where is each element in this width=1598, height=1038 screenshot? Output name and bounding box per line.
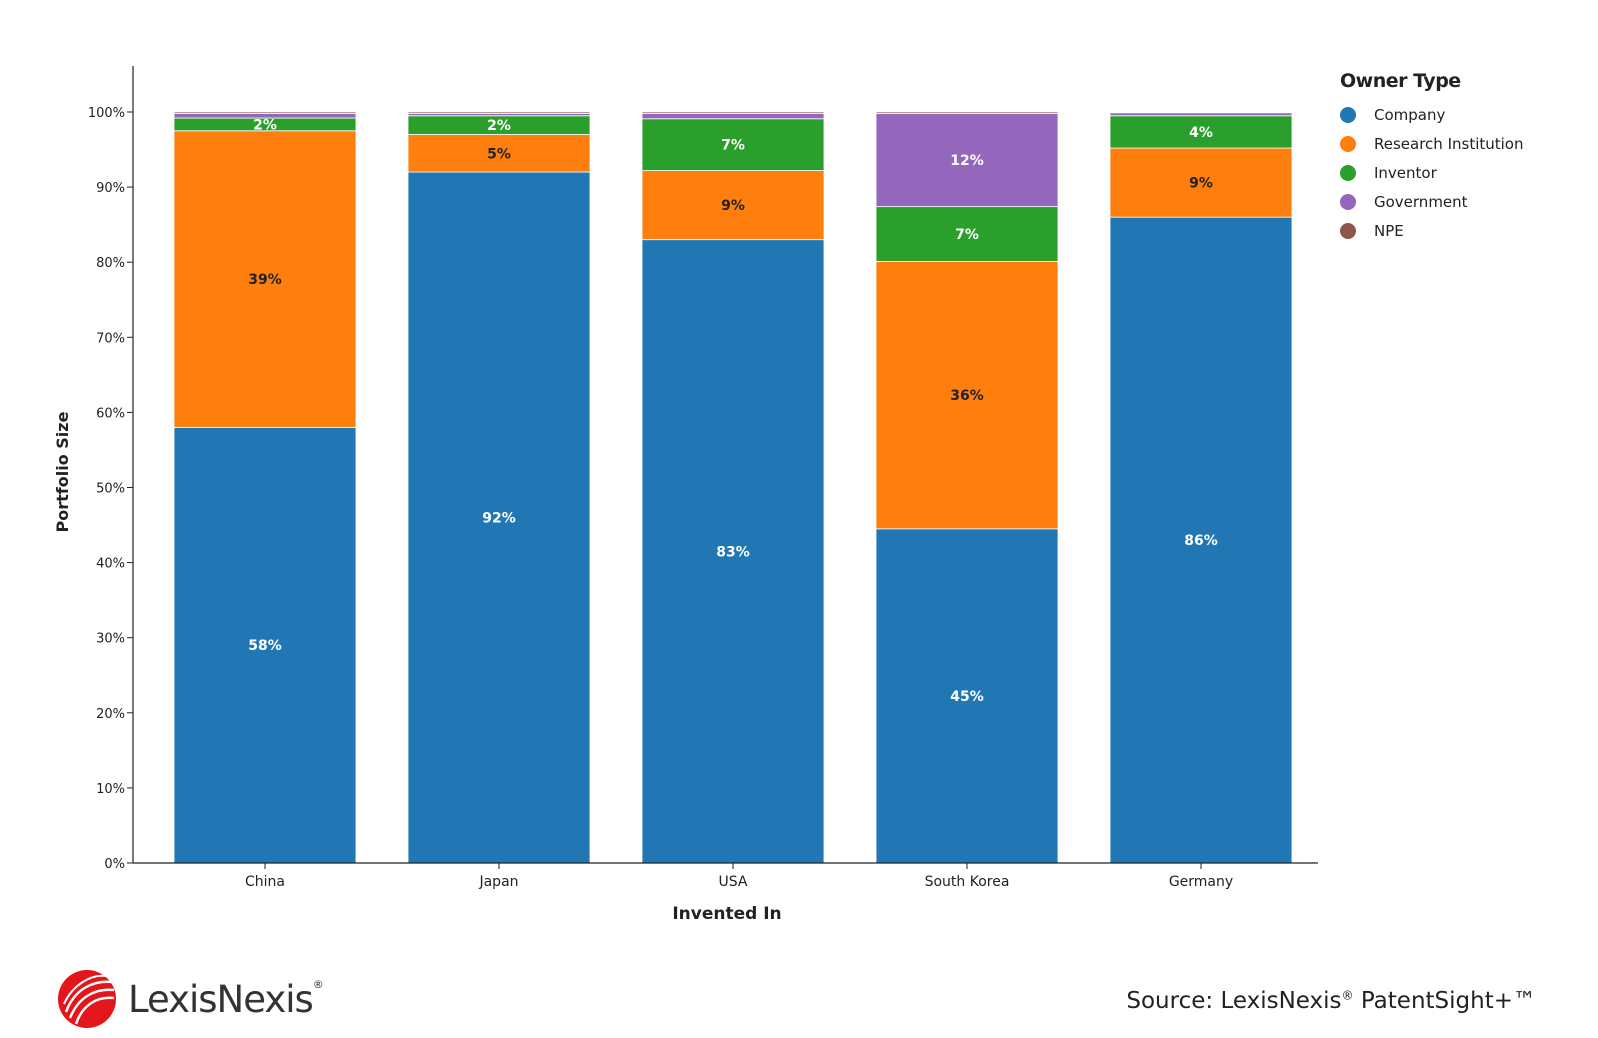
y-tick-label: 0% <box>104 857 125 872</box>
legend-swatch <box>1340 193 1356 210</box>
lexisnexis-logo-icon <box>58 970 116 1028</box>
legend-items: Company Research Institution Inventor Gover… <box>1340 100 1524 245</box>
y-axis: 0% 10% 20% 30% 40% 50% 60% 70% 80% 90% 100% <box>88 66 134 872</box>
bar-segment <box>875 261 1059 530</box>
source-note: Source: LexisNexis® PatentSight+™ <box>1126 988 1536 1014</box>
x-tick-label: Japan <box>478 874 518 890</box>
data-label: 92% <box>482 511 516 527</box>
legend-item: Research Institution <box>1340 129 1524 158</box>
y-tick-label: 30% <box>96 632 125 647</box>
bar-segment <box>173 113 357 119</box>
bar-segment <box>1109 115 1293 149</box>
legend-swatch <box>1340 106 1356 123</box>
y-tick-label: 100% <box>88 106 125 121</box>
x-axis-title: Invented In <box>672 904 781 924</box>
y-tick-label: 80% <box>96 256 125 271</box>
bar-segment <box>1109 112 1293 117</box>
legend-label: Inventor <box>1374 163 1437 182</box>
data-label: 7% <box>721 138 745 154</box>
legend-item: Inventor <box>1340 158 1524 187</box>
legend-label: Research Institution <box>1374 134 1524 153</box>
bar-segment <box>173 111 357 114</box>
x-tick-label: South Korea <box>925 874 1010 890</box>
legend-label: NPE <box>1374 221 1404 240</box>
bar-segment <box>1109 111 1293 114</box>
bar-segment <box>641 118 825 171</box>
bar-segment <box>875 111 1059 114</box>
data-label: 5% <box>487 146 511 162</box>
legend-swatch <box>1340 164 1356 181</box>
y-tick-label: 90% <box>96 181 125 196</box>
y-tick-label: 10% <box>96 782 125 797</box>
bar-segment <box>641 170 825 241</box>
data-label: 9% <box>1189 176 1213 192</box>
data-label: 39% <box>248 272 282 288</box>
legend-label: Company <box>1374 105 1446 124</box>
data-label: 2% <box>487 118 511 134</box>
bar-segment <box>407 171 591 864</box>
data-label: 9% <box>721 198 745 214</box>
data-label: 7% <box>955 227 979 243</box>
bar-segment <box>1109 147 1293 218</box>
y-tick-label: 50% <box>96 482 125 497</box>
legend-item: NPE <box>1340 216 1524 245</box>
data-label: 4% <box>1189 125 1213 141</box>
brand-logo: LexisNexis® <box>56 968 324 1030</box>
data-label: 2% <box>253 117 277 133</box>
legend-label: Government <box>1374 192 1468 211</box>
bar-segment <box>875 528 1059 864</box>
legend-title: Owner Type <box>1340 70 1461 92</box>
brand-name: LexisNexis® <box>128 977 324 1021</box>
legend-swatch <box>1340 222 1356 239</box>
y-tick-label: 20% <box>96 707 125 722</box>
data-label: 58% <box>248 638 282 654</box>
data-label: 12% <box>950 153 984 169</box>
y-axis-title: Portfolio Size <box>53 411 72 532</box>
x-tick-label: China <box>245 874 285 890</box>
bar-segment <box>407 111 591 114</box>
x-tick-label: USA <box>719 874 748 890</box>
y-tick-label: 70% <box>96 331 125 346</box>
bar-segment <box>875 206 1059 262</box>
legend-item: Government <box>1340 187 1524 216</box>
legend: Owner Type Company Research Institution In… <box>1340 70 1524 245</box>
bar-segment <box>173 427 357 864</box>
x-axis: China Japan USA South Korea Germany <box>133 862 1318 890</box>
data-label: 45% <box>950 689 984 705</box>
bar-segment <box>875 113 1059 208</box>
legend-item: Company <box>1340 100 1524 129</box>
legend-swatch <box>1340 135 1356 152</box>
y-tick-label: 60% <box>96 406 125 421</box>
bar-segment <box>1109 216 1293 864</box>
bar-segment <box>173 130 357 428</box>
y-tick-label: 40% <box>96 557 125 572</box>
data-label: 86% <box>1184 533 1218 549</box>
bars: 58% 39% 2% 92% 5% 2% 83% 9% 7% 45% 36% 7% 12% 86% 9% 4% <box>173 111 1293 864</box>
data-label: 83% <box>716 544 750 560</box>
data-label: 36% <box>950 388 984 404</box>
stacked-bar-chart: 0% 10% 20% 30% 40% 50% 60% 70% 80% 90% 100% 58% 39%… <box>53 66 1318 924</box>
bar-segment <box>641 113 825 120</box>
bar-segment <box>641 111 825 114</box>
x-tick-label: Germany <box>1169 874 1233 890</box>
